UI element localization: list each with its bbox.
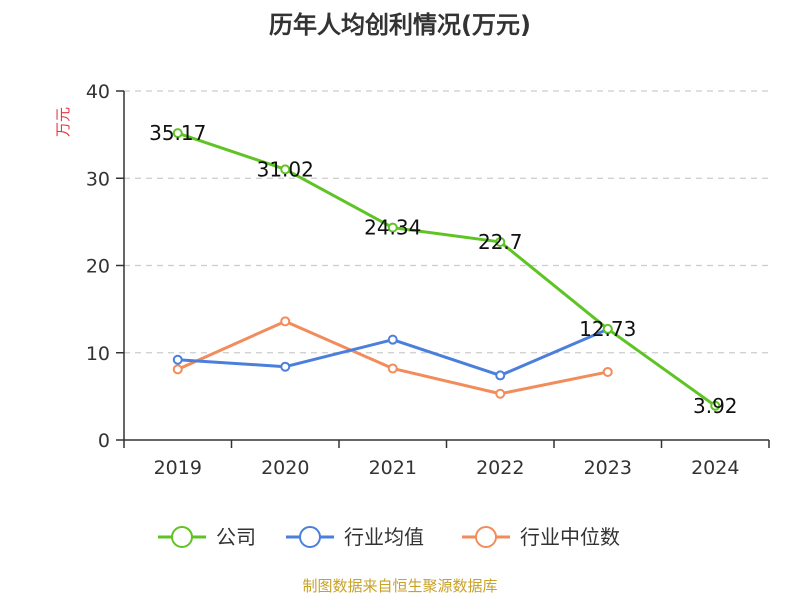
x-tick-label: 2020 [261, 457, 309, 479]
legend-item-2[interactable]: 行业中位数 [462, 525, 620, 549]
legend-label: 行业中位数 [520, 525, 620, 549]
data-point[interactable] [495, 388, 506, 399]
data-point[interactable] [387, 222, 398, 233]
data-label: 24.34 [364, 216, 421, 240]
data-point[interactable] [387, 363, 398, 374]
y-tick-label: 40 [86, 81, 110, 103]
legend-label: 行业均值 [344, 525, 424, 549]
y-tick-label: 10 [86, 343, 110, 365]
legend-marker-icon [299, 526, 321, 548]
series-2 [172, 316, 613, 399]
legend-marker-icon [171, 526, 193, 548]
axes: 0 10 20 30 40 2019 2020 2021 2022 2023 2024 [86, 81, 770, 479]
data-point[interactable] [495, 370, 506, 381]
series-layer [172, 128, 721, 411]
data-label: 22.7 [478, 230, 523, 254]
y-tick-label: 0 [98, 430, 110, 452]
x-tick-label: 2021 [369, 457, 417, 479]
grid [124, 90, 769, 354]
data-point[interactable] [280, 164, 291, 175]
data-point[interactable] [387, 334, 398, 345]
data-point[interactable] [602, 366, 613, 377]
x-tick-label: 2024 [691, 457, 739, 479]
chart-title: 历年人均创利情况(万元) [269, 11, 531, 39]
data-point[interactable] [710, 400, 721, 411]
legend-marker-icon [475, 526, 497, 548]
y-axis-label: 万元 [54, 107, 72, 137]
data-point[interactable] [280, 361, 291, 372]
y-tick-label: 20 [86, 256, 110, 278]
data-label: 3.92 [693, 394, 738, 418]
data-labels: 35.17 31.02 24.34 22.7 12.73 3.92 [149, 121, 737, 418]
x-tick-label: 2022 [476, 457, 524, 479]
data-label: 31.02 [257, 157, 314, 181]
x-tick-label: 2019 [154, 457, 202, 479]
data-point[interactable] [172, 354, 183, 365]
series-line [177, 131, 717, 408]
data-point[interactable] [280, 316, 291, 327]
x-tick-label: 2023 [584, 457, 632, 479]
data-label: 35.17 [149, 121, 206, 145]
data-label: 12.73 [579, 317, 636, 341]
data-point[interactable] [172, 364, 183, 375]
series-0 [172, 128, 721, 411]
legend: 公司 行业均值 行业中位数 [158, 525, 620, 549]
source-note: 制图数据来自恒生聚源数据库 [302, 577, 497, 595]
legend-item-1[interactable]: 行业均值 [286, 525, 424, 549]
data-point[interactable] [172, 128, 183, 139]
data-point[interactable] [495, 236, 506, 247]
legend-item-0[interactable]: 公司 [158, 525, 256, 549]
legend-label: 公司 [216, 525, 256, 549]
y-tick-label: 30 [86, 168, 110, 190]
data-point[interactable] [602, 323, 613, 334]
